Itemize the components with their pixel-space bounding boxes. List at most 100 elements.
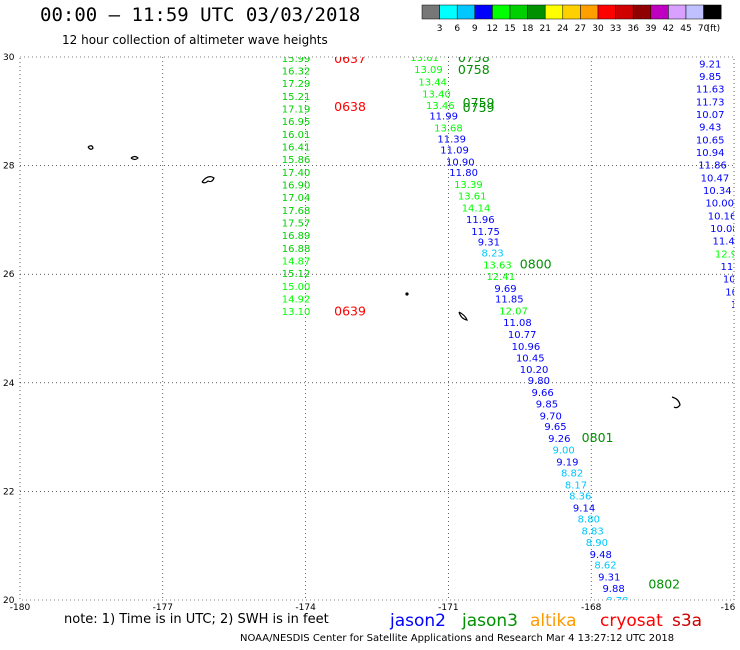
x-tick-label: -174 [295, 603, 316, 610]
wave-height-label: 9.31 [598, 573, 620, 584]
colorbar-label: 33 [610, 24, 621, 34]
x-tick-label: -171 [438, 603, 458, 610]
wave-height-label: 10.9 [723, 275, 740, 286]
wave-height-label: 10.47 [701, 174, 730, 185]
island-outlines [87, 145, 681, 409]
wave-height-label: 11.85 [495, 295, 524, 306]
wave-height-label: 11.1 [720, 262, 740, 273]
wave-height-label: 13.61 [458, 191, 487, 202]
wave-height-label: 11.80 [449, 168, 478, 179]
wave-height-label: 10.96 [512, 342, 541, 353]
wave-height-label: 8.80 [578, 515, 600, 526]
colorbar-label: 21 [539, 24, 550, 34]
wave-height-label: 9.14 [573, 504, 595, 515]
y-tick-label: 22 [3, 487, 14, 497]
colorbar-label: 70 [698, 24, 710, 34]
wave-height-label: 15.21 [282, 92, 311, 103]
wave-height-label: 17.04 [282, 193, 311, 204]
wave-height-label: 8.36 [569, 492, 591, 503]
wave-height-label: 13.44 [418, 77, 447, 88]
island-shape [130, 155, 139, 161]
wave-height-label: 13.09 [414, 65, 443, 76]
colorbar-label: 27 [575, 24, 586, 34]
wave-height-label: 13.10 [282, 307, 311, 318]
island-shape [458, 311, 468, 321]
wave-height-label: 17.40 [282, 168, 311, 179]
chart-subtitle: 12 hour collection of altimeter wave hei… [62, 33, 328, 47]
wave-height-label: 9.80 [528, 376, 550, 387]
time-label: 0638 [334, 99, 366, 114]
colorbar-swatch [703, 4, 722, 20]
wave-height-label: 14.92 [282, 295, 311, 306]
wave-height-label: 16.01 [282, 130, 311, 141]
wave-height-label: 17.19 [282, 105, 311, 116]
wave-height-label: 16.88 [282, 244, 311, 255]
wave-height-label: 9.48 [590, 550, 612, 561]
colorbar-unit: (ft) [707, 24, 721, 34]
wave-height-label: 10.77 [508, 330, 537, 341]
wave-height-label: 16.90 [282, 181, 311, 192]
wave-height-label: 9.88 [602, 584, 624, 595]
colorbar-label: 30 [592, 24, 604, 34]
wave-height-label: 16.89 [282, 231, 311, 242]
wave-height-label: 8.62 [594, 561, 616, 572]
time-label: 0801 [582, 430, 614, 445]
wave-height-label: 9.43 [699, 123, 721, 134]
island-shape [87, 145, 94, 150]
wave-height-label: 13.61 [410, 53, 439, 64]
island-shape [201, 176, 215, 184]
y-tick-label: 24 [3, 379, 15, 389]
colorbar-label: 18 [522, 24, 534, 34]
colorbar-label: 15 [504, 24, 515, 34]
wave-height-label: 11.39 [437, 134, 466, 145]
wave-height-label: 11.86 [698, 161, 727, 172]
wave-height-label: 11.75 [471, 227, 500, 238]
wave-height-label: 13.46 [426, 101, 455, 112]
legend-item-jason3: jason3 [462, 611, 518, 631]
x-tick-label: -168 [581, 603, 602, 610]
wave-height-label: 16.32 [282, 67, 311, 78]
wave-height-label: 13.39 [454, 180, 483, 191]
wave-height-label: 15.00 [282, 282, 311, 293]
wave-height-label: 9.85 [536, 399, 558, 410]
wave-height-label: 14.14 [462, 203, 491, 214]
wave-height-label: 16.95 [282, 117, 311, 128]
colorbar-label: 6 [454, 24, 460, 34]
wave-height-label: 15.12 [282, 269, 311, 280]
wave-height-label: 12.41 [486, 272, 515, 283]
wave-height-label: 10.90 [446, 157, 475, 168]
wave-height-label: 9.19 [556, 458, 578, 469]
island-shape [405, 292, 409, 296]
wave-height-label: 9.85 [699, 72, 721, 83]
wave-height-label: 9.65 [544, 422, 566, 433]
credit-line: NOAA/NESDIS Center for Satellite Applica… [240, 633, 675, 644]
chart-title: 00:00 – 11:59 UTC 03/03/2018 [40, 4, 361, 26]
wave-height-label: 8.17 [565, 480, 587, 491]
legend-item-altika: altika [530, 611, 577, 631]
wave-height-label: 10. [731, 300, 740, 311]
legend-item-s3a: s3a [672, 611, 703, 631]
wave-height-label: 12.07 [499, 307, 528, 318]
wave-height-label: 11.73 [696, 98, 725, 109]
wave-height-label: 12.90 [715, 250, 740, 261]
wave-height-label: 17.57 [282, 219, 311, 230]
wave-height-label: 15.86 [282, 155, 311, 166]
wave-height-label: 10.45 [516, 353, 545, 364]
time-label: 0758 [458, 50, 490, 65]
wave-height-label: 10.94 [696, 148, 725, 159]
wave-height-label: 11.63 [696, 84, 725, 95]
wave-height-label: 13.68 [434, 124, 463, 135]
time-label: 0800 [520, 256, 552, 271]
wave-height-label: 8.82 [561, 468, 583, 479]
wave-height-label: 9.66 [532, 388, 554, 399]
colorbar-label: 12 [487, 24, 498, 34]
y-tick-label: 26 [3, 270, 15, 280]
plot-frame [19, 56, 735, 601]
wave-height-label: 13.63 [483, 260, 512, 271]
wave-height-label: 10.07 [696, 110, 725, 121]
wave-height-label: 11.43 [713, 237, 740, 248]
wave-height-label: 10.08 [710, 224, 739, 235]
